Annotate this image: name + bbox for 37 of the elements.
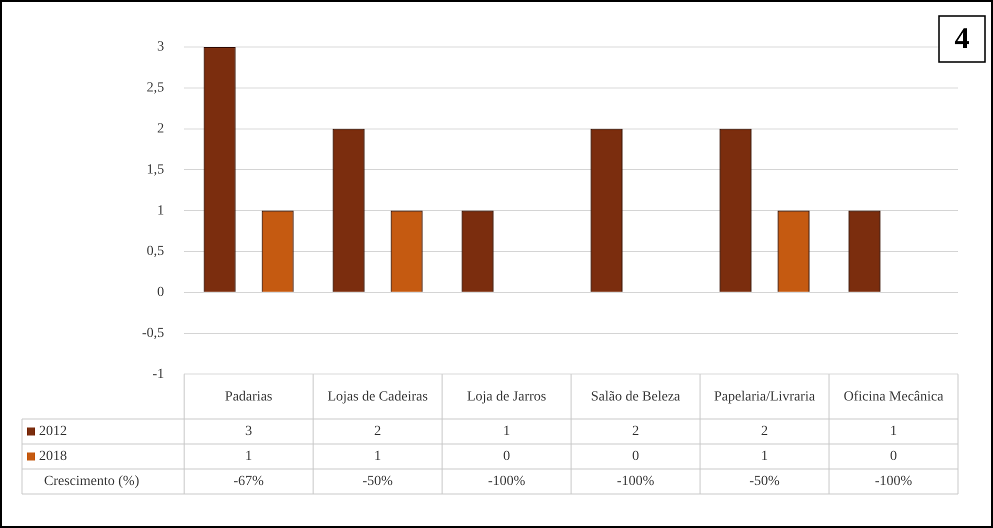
- annotation: 4: [954, 22, 970, 55]
- data-label: 1: [890, 424, 898, 440]
- y-tick-label: -1: [152, 366, 164, 382]
- text: -50%: [749, 474, 780, 490]
- data-label: 0: [503, 449, 510, 464]
- y-tick-label: 2,5: [146, 80, 164, 96]
- text: -50%: [362, 474, 394, 490]
- text: -67%: [233, 474, 264, 490]
- data-label: 3: [245, 424, 252, 440]
- y-tick-label: 0: [157, 285, 164, 300]
- y-tick-label: 1: [157, 203, 164, 218]
- data-label: 0: [632, 449, 640, 464]
- data-label: 1: [761, 449, 768, 464]
- legend-label: 2012: [39, 424, 67, 440]
- data-label: 1: [374, 449, 382, 464]
- x-tick-label: Padarias: [224, 389, 272, 404]
- x-tick-label: Salão de Beleza: [590, 389, 682, 404]
- legend-label: 2018: [39, 449, 67, 464]
- x-tick-label: Oficina Mecânica: [844, 389, 944, 404]
- data-label: 1: [503, 424, 510, 440]
- x-tick-label: Papelaria/Livraria: [714, 389, 816, 404]
- data-label: 1: [245, 449, 252, 464]
- data-label: 0: [890, 449, 898, 464]
- x-tick-label: Loja de Jarros: [466, 389, 546, 404]
- x-tick-label: Lojas de Cadeiras: [327, 389, 428, 404]
- y-tick-label: 0,5: [146, 244, 164, 260]
- y-tick-label: 2: [157, 121, 164, 136]
- text: -100%: [874, 474, 913, 490]
- data-label: 2: [374, 424, 382, 440]
- text: Crescimento (%): [44, 474, 140, 490]
- data-label: 2: [632, 424, 640, 440]
- data-label: 2: [761, 424, 768, 440]
- y-tick-label: 3: [157, 40, 164, 55]
- y-tick-label: 1,5: [146, 162, 164, 178]
- text: -100%: [616, 474, 655, 490]
- y-tick-label: -0,5: [142, 326, 164, 341]
- text: -100%: [488, 474, 526, 490]
